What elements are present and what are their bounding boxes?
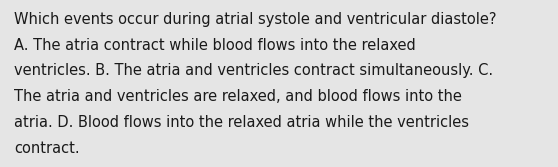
Text: atria. D. Blood flows into the relaxed atria while the ventricles: atria. D. Blood flows into the relaxed a…	[14, 115, 469, 130]
Text: A. The atria contract while blood flows into the relaxed: A. The atria contract while blood flows …	[14, 38, 416, 53]
Text: ventricles. B. The atria and ventricles contract simultaneously. C.: ventricles. B. The atria and ventricles …	[14, 63, 493, 78]
Text: contract.: contract.	[14, 141, 80, 156]
Text: Which events occur during atrial systole and ventricular diastole?: Which events occur during atrial systole…	[14, 12, 497, 27]
Text: The atria and ventricles are relaxed, and blood flows into the: The atria and ventricles are relaxed, an…	[14, 89, 462, 104]
